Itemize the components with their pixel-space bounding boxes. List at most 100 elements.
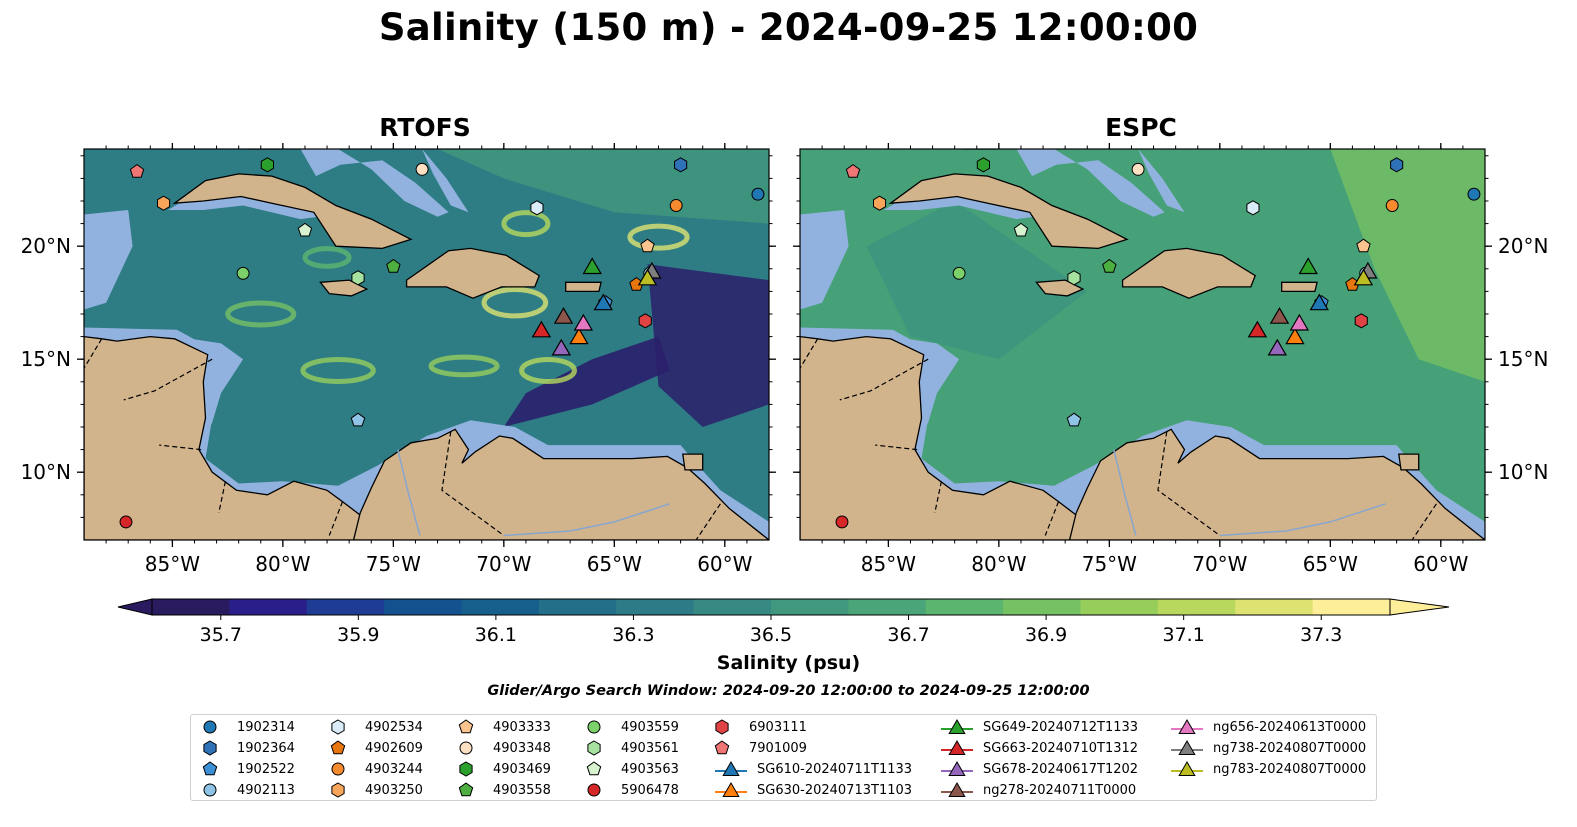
map-panels: 85°W 80°W 75°W 70°W 65°W 60°W10°N15°N20°N85°W… xyxy=(21,143,1548,576)
argo-float-4903333b xyxy=(1066,412,1082,427)
glider-SG649-20240712T1133 xyxy=(1298,257,1318,275)
colorbar xyxy=(117,598,1450,620)
glider-SG649-20240712T1133 xyxy=(582,257,602,275)
land-cuba xyxy=(888,173,1129,250)
legend-item: ng783-20240807T0000 xyxy=(1169,759,1366,779)
glider-ng278-20240711T0000 xyxy=(1269,307,1290,324)
lon-tick-label: 80°W xyxy=(255,552,310,576)
argo-float-4903333 xyxy=(1356,238,1371,253)
land-southam xyxy=(1068,428,1485,540)
legend-item: 1902522 xyxy=(201,759,295,779)
colorbar-segment xyxy=(152,599,230,615)
argo-float-5906478 xyxy=(835,515,849,529)
legend-item: 7901009 xyxy=(713,738,807,758)
argo-float-4903469 xyxy=(976,157,990,173)
colorbar-segment xyxy=(461,599,540,615)
lat-tick-label: 20°N xyxy=(21,234,71,258)
argo-float-4903244 xyxy=(669,199,683,212)
legend-item: SG663-20240710T1312 xyxy=(939,738,1138,758)
legend-label: 4903559 xyxy=(621,719,679,735)
colorbar-segment xyxy=(1235,599,1314,615)
glider-SG678-20240617T1202 xyxy=(1267,338,1288,356)
argo-float-4903250 xyxy=(873,195,887,211)
legend-label: ng738-20240807T0000 xyxy=(1213,740,1367,756)
land-hispaniola xyxy=(405,247,541,299)
glider-ng656-20240613T0000 xyxy=(573,313,594,331)
argo-float-5906478 xyxy=(119,515,133,529)
legend-item: 1902364 xyxy=(201,738,295,758)
colorbar-tick-label: 36.9 xyxy=(1024,624,1068,646)
glider-SG630-20240713T1103 xyxy=(1285,327,1305,345)
land-jamaica xyxy=(319,279,369,297)
glider-SG663-20240710T1312 xyxy=(1247,320,1268,338)
legend-label: ng278-20240711T0000 xyxy=(983,782,1137,798)
argo-float-1902314 xyxy=(1467,187,1481,201)
colorbar-label: Salinity (psu) xyxy=(716,652,861,674)
legend-marker-icon xyxy=(587,783,601,797)
legend-label: ng783-20240807T0000 xyxy=(1213,761,1367,777)
colorbar-tick-label: 36.1 xyxy=(474,624,518,646)
lat-tick-label: 15°N xyxy=(21,347,71,371)
legend-marker-icon xyxy=(714,740,730,755)
legend: 1902314 1902364 1902522 4902113 4902534 49026… xyxy=(190,714,1377,801)
legend-marker-icon xyxy=(941,719,973,734)
argo-float-4903469 xyxy=(260,157,274,173)
argo-float-6903111 xyxy=(638,313,652,329)
legend-item: 4903348 xyxy=(457,738,551,758)
glider-ng783-20240807T0000 xyxy=(1353,268,1374,286)
glider-SG610-20240711T1133 xyxy=(593,293,613,311)
legend-item: 4903333 xyxy=(457,717,551,737)
legend-marker-icon xyxy=(941,740,973,755)
legend-marker-icon xyxy=(458,782,474,797)
legend-label: SG630-20240713T1103 xyxy=(757,782,913,798)
legend-marker-icon xyxy=(202,761,218,776)
glider-SG678-20240617T1202 xyxy=(551,338,572,356)
lat-tick-label: 20°N xyxy=(1498,234,1548,258)
legend-item: SG610-20240711T1133 xyxy=(713,759,912,779)
legend-label: 6903111 xyxy=(749,719,807,735)
colorbar-tick-label: 37.3 xyxy=(1300,624,1343,646)
lat-tick-label: 15°N xyxy=(1498,347,1548,371)
colorbar-segment xyxy=(1080,599,1159,615)
legend-item: SG649-20240712T1133 xyxy=(939,717,1138,737)
colorbar-segment xyxy=(1003,599,1081,615)
map-panel-espc: 85°W 80°W 75°W 70°W 65°W 60°W 10°N 15°N 20°N xyxy=(793,143,1548,576)
lon-tick-label: 70°W xyxy=(1192,552,1247,576)
argo-float-7901009 xyxy=(129,163,145,178)
legend-marker-icon xyxy=(715,719,729,735)
argo-float-6903111 xyxy=(1354,313,1368,329)
legend-label: SG663-20240710T1312 xyxy=(983,740,1139,756)
legend-item: ng656-20240613T0000 xyxy=(1169,717,1366,737)
colorbar-segment xyxy=(693,599,772,615)
legend-label: 4903469 xyxy=(493,761,551,777)
legend-marker-icon xyxy=(941,782,973,797)
land-florida xyxy=(247,149,281,150)
lon-tick-label: 60°W xyxy=(1413,552,1468,576)
colorbar-segment xyxy=(538,599,617,615)
legend-label: 4902609 xyxy=(365,740,423,756)
argo-float-4903563 xyxy=(1013,222,1029,237)
land-hispaniola xyxy=(1121,247,1257,299)
legend-marker-icon xyxy=(331,782,345,798)
colorbar-tick-label: 36.3 xyxy=(612,624,655,646)
legend-item: 1902314 xyxy=(201,717,295,737)
colorbar-segment xyxy=(306,599,385,615)
legend-label: 1902364 xyxy=(237,740,295,756)
land-trinidad xyxy=(1398,453,1420,471)
colorbar-segment xyxy=(384,599,462,615)
land-florida xyxy=(963,149,997,150)
legend-marker-icon xyxy=(586,761,602,776)
legend-marker-icon xyxy=(459,741,473,755)
main-title: Salinity (150 m) - 2024-09-25 12:00:00 xyxy=(378,6,1199,49)
legend-item: SG678-20240617T1202 xyxy=(939,759,1138,779)
colorbar-ticks: 35.7 35.9 36.1 36.3 36.5 36.7 36.9 37.1 37.3 xyxy=(0,624,1577,648)
legend-label: SG649-20240712T1133 xyxy=(983,719,1139,735)
legend-item: 4902534 xyxy=(329,717,423,737)
colorbar-segment xyxy=(848,599,927,615)
legend-item: 4902609 xyxy=(329,738,423,758)
argo-float-4903561 xyxy=(1067,270,1081,286)
lon-tick-label: 80°W xyxy=(971,552,1026,576)
glider-SG630-20240713T1103 xyxy=(569,327,589,345)
argo-float-4903244 xyxy=(1385,199,1399,212)
panel-title-espc: ESPC xyxy=(1105,113,1177,142)
